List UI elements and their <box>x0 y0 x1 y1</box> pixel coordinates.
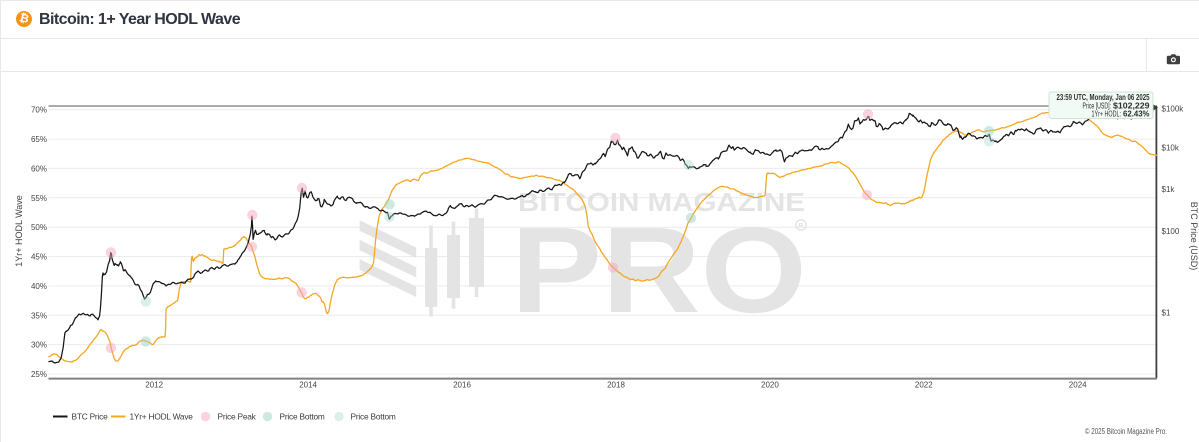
svg-text:Price Bottom: Price Bottom <box>351 412 396 422</box>
svg-text:$10k: $10k <box>1162 144 1180 153</box>
svg-text:Price Peak: Price Peak <box>218 412 257 422</box>
svg-text:65%: 65% <box>31 135 47 144</box>
svg-text:45%: 45% <box>31 253 47 262</box>
svg-text:$100k: $100k <box>1162 104 1185 113</box>
svg-text:BTC Price: BTC Price <box>72 412 109 422</box>
svg-text:60%: 60% <box>31 164 47 173</box>
svg-text:$100: $100 <box>1162 227 1180 236</box>
svg-text:$1: $1 <box>1162 309 1171 318</box>
svg-text:BTC Price (USD): BTC Price (USD) <box>1189 202 1199 271</box>
svg-text:30%: 30% <box>31 341 47 350</box>
svg-text:70%: 70% <box>31 106 47 115</box>
svg-text:2024: 2024 <box>1069 381 1087 390</box>
svg-text:35%: 35% <box>31 311 47 320</box>
svg-text:$1k: $1k <box>1162 185 1176 194</box>
svg-text:2020: 2020 <box>761 381 779 390</box>
svg-text:Price [USD]:: Price [USD]: <box>1083 101 1112 110</box>
svg-text:62.43%: 62.43% <box>1123 110 1150 119</box>
svg-text:1Yr+ HODL Wave: 1Yr+ HODL Wave <box>130 412 194 422</box>
svg-text:$102,229: $102,229 <box>1113 101 1150 110</box>
svg-text:2022: 2022 <box>915 381 933 390</box>
svg-text:PRO: PRO <box>511 202 807 338</box>
svg-text:© 2025 Bitcoin Magazine Pro.: © 2025 Bitcoin Magazine Pro. <box>1085 427 1167 436</box>
svg-text:1Yr+ HODL:: 1Yr+ HODL: <box>1092 110 1122 119</box>
svg-text:1Yr+ HODL Wave: 1Yr+ HODL Wave <box>14 195 24 267</box>
svg-text:23:59 UTC, Monday, Jan 06 2025: 23:59 UTC, Monday, Jan 06 2025 <box>1057 93 1150 102</box>
svg-text:Price Bottom: Price Bottom <box>280 412 325 422</box>
svg-text:50%: 50% <box>31 223 47 232</box>
svg-text:2018: 2018 <box>607 381 625 390</box>
svg-text:40%: 40% <box>31 282 47 291</box>
svg-text:55%: 55% <box>31 194 47 203</box>
svg-text:2012: 2012 <box>145 381 163 390</box>
svg-text:BITCOIN MAGAZINE: BITCOIN MAGAZINE <box>518 187 805 217</box>
svg-text:R: R <box>798 221 804 230</box>
svg-text:2016: 2016 <box>453 381 471 390</box>
svg-text:25%: 25% <box>31 370 47 379</box>
svg-text:2014: 2014 <box>299 381 317 390</box>
